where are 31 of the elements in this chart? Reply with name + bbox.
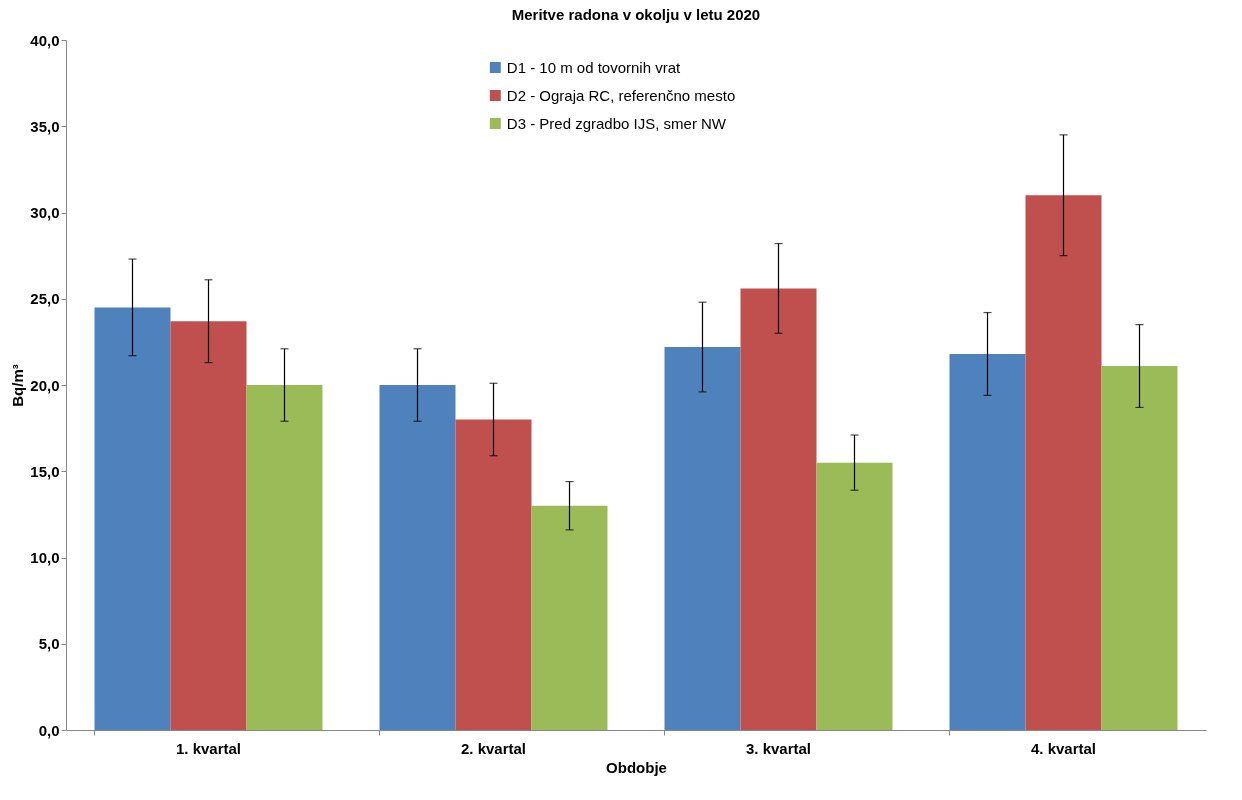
bar	[1101, 366, 1178, 730]
bar	[1025, 195, 1102, 730]
legend-label: D1 - 10 m od tovornih vrat	[506, 58, 682, 76]
y-tick-label: 40,0	[30, 31, 60, 49]
bar	[816, 462, 893, 730]
chart-title: Meritve radona v okolju v letu 2020	[511, 6, 761, 23]
bar	[94, 307, 171, 730]
y-tick-label: 25,0	[30, 290, 60, 308]
x-axis-title: Obdobje	[606, 758, 667, 776]
y-tick-label: 30,0	[30, 204, 60, 221]
x-tick-label: 3. kvartal	[745, 739, 812, 757]
x-tick-label: 4. kvartal	[1030, 739, 1097, 757]
x-tick-label: 1. kvartal	[175, 739, 242, 757]
y-tick-label: 35,0	[30, 117, 60, 135]
y-tick-label: 15,0	[30, 462, 60, 480]
legend-label: D3 - Pred zgradbo IJS, smer NW	[506, 114, 727, 132]
bar	[379, 385, 456, 730]
y-tick-label: 5,0	[38, 635, 60, 653]
y-tick-label: 10,0	[30, 549, 60, 566]
y-axis-title: Bq/m³	[9, 364, 27, 407]
bar	[664, 347, 741, 730]
legend-label: D2 - Ograja RC, referenčno mesto	[506, 86, 736, 104]
bar	[740, 288, 817, 730]
bar	[455, 419, 532, 730]
x-tick-label: 2. kvartal	[460, 739, 527, 757]
y-tick-label: 0,0	[38, 721, 60, 739]
bar	[531, 505, 608, 730]
bar	[949, 353, 1026, 730]
bar	[170, 321, 247, 730]
bar	[246, 385, 323, 730]
y-tick-label: 20,0	[30, 376, 60, 394]
